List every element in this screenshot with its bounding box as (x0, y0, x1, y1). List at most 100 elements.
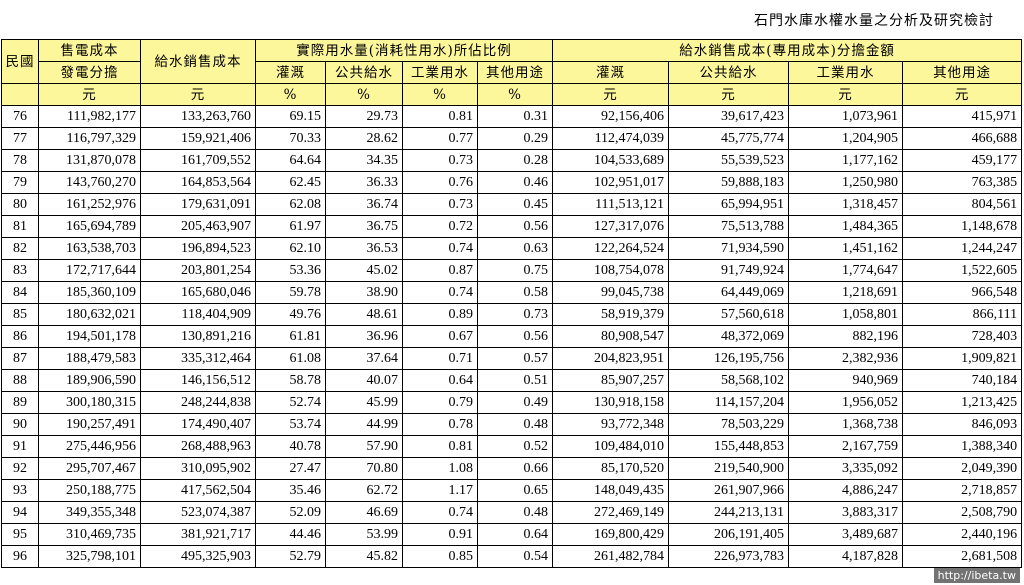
cell-ratio-public: 53.99 (325, 523, 403, 546)
cell-ratio-industrial: 1.17 (402, 479, 478, 502)
cell-water-cost: 130,891,216 (140, 325, 256, 348)
cell-ratio-other: 0.51 (476, 369, 554, 392)
cell-ratio-industrial: 0.81 (402, 105, 478, 128)
table-row: 95 310,469,735 381,921,717 44.46 53.99 0.91 0.… (1, 523, 1023, 546)
unit-alloc-public: 元 (668, 83, 790, 106)
unit-alloc-industrial: 元 (788, 83, 904, 106)
cell-ratio-irrigation: 69.15 (255, 105, 326, 128)
cell-ratio-public: 44.99 (325, 413, 403, 436)
cell-ratio-irrigation: 58.78 (255, 369, 326, 392)
cell-power-cost: 111,982,177 (38, 105, 141, 128)
table-row: 76 111,982,177 133,263,760 69.15 29.73 0.81 0.… (1, 105, 1023, 128)
cell-ratio-public: 29.73 (325, 105, 403, 128)
cell-alloc-other: 866,111 (902, 303, 1023, 326)
table-row: 90 190,257,491 174,490,407 53.74 44.99 0.78 0.… (1, 413, 1023, 436)
cell-ratio-industrial: 0.87 (402, 259, 478, 282)
cell-year: 79 (1, 171, 39, 194)
cell-ratio-other: 0.56 (476, 215, 554, 238)
cell-ratio-public: 36.96 (325, 325, 403, 348)
cell-water-cost: 179,631,091 (140, 193, 256, 216)
cell-water-cost: 523,074,387 (140, 501, 256, 524)
cell-ratio-other: 0.66 (476, 457, 554, 480)
cell-ratio-other: 0.49 (476, 391, 554, 414)
cell-alloc-public: 261,907,966 (668, 479, 790, 502)
cell-water-cost: 164,853,564 (140, 171, 256, 194)
water-cost-table: 民國 售電成本 給水銷售成本 實際用水量(消耗性用水)所佔比例 給水銷售成本(專… (1, 39, 1023, 568)
cell-alloc-public: 57,560,618 (668, 303, 790, 326)
cell-alloc-other: 966,548 (902, 281, 1023, 304)
unit-year-blank (1, 83, 39, 106)
cell-alloc-other: 2,681,508 (902, 545, 1023, 568)
cell-alloc-public: 244,213,131 (668, 501, 790, 524)
cell-power-cost: 185,360,109 (38, 281, 141, 304)
cell-water-cost: 165,680,046 (140, 281, 256, 304)
table-row: 79 143,760,270 164,853,564 62.45 36.33 0.76 0.… (1, 171, 1023, 194)
cell-power-cost: 172,717,644 (38, 259, 141, 282)
cell-alloc-public: 91,749,924 (668, 259, 790, 282)
table-row: 87 188,479,583 335,312,464 61.08 37.64 0.71 0.… (1, 347, 1023, 370)
cell-water-cost: 133,263,760 (140, 105, 256, 128)
cell-power-cost: 310,469,735 (38, 523, 141, 546)
table-row: 83 172,717,644 203,801,254 53.36 45.02 0.87 0.… (1, 259, 1023, 282)
cell-year: 91 (1, 435, 39, 458)
header-alloc-irrigation: 灌溉 (552, 61, 670, 84)
cell-ratio-irrigation: 62.10 (255, 237, 326, 260)
cell-alloc-other: 1,244,247 (902, 237, 1023, 260)
cell-ratio-irrigation: 40.78 (255, 435, 326, 458)
cell-ratio-public: 28.62 (325, 127, 403, 150)
cell-ratio-public: 40.07 (325, 369, 403, 392)
cell-power-cost: 250,188,775 (38, 479, 141, 502)
cell-alloc-irrigation: 261,482,784 (552, 545, 670, 568)
unit-alloc-other: 元 (902, 83, 1023, 106)
cell-alloc-public: 219,540,900 (668, 457, 790, 480)
cell-ratio-industrial: 0.89 (402, 303, 478, 326)
cell-ratio-industrial: 0.72 (402, 215, 478, 238)
cell-alloc-public: 48,372,069 (668, 325, 790, 348)
header-alloc-industrial: 工業用水 (788, 61, 904, 84)
table-row: 78 131,870,078 161,709,552 64.64 34.35 0.73 0.… (1, 149, 1023, 172)
cell-alloc-public: 65,994,951 (668, 193, 790, 216)
cell-power-cost: 190,257,491 (38, 413, 141, 436)
cell-alloc-irrigation: 122,264,524 (552, 237, 670, 260)
table-row: 86 194,501,178 130,891,216 61.81 36.96 0.67 0.… (1, 325, 1023, 348)
cell-year: 76 (1, 105, 39, 128)
cell-water-cost: 248,244,838 (140, 391, 256, 414)
cell-ratio-public: 38.90 (325, 281, 403, 304)
cell-ratio-industrial: 0.85 (402, 545, 478, 568)
cell-alloc-other: 728,403 (902, 325, 1023, 348)
cell-ratio-industrial: 0.74 (402, 281, 478, 304)
table-row: 94 349,355,348 523,074,387 52.09 46.69 0.74 0.… (1, 501, 1023, 524)
cell-water-cost: 118,404,909 (140, 303, 256, 326)
cell-alloc-irrigation: 80,908,547 (552, 325, 670, 348)
cell-alloc-other: 804,561 (902, 193, 1023, 216)
cell-water-cost: 205,463,907 (140, 215, 256, 238)
cell-alloc-public: 206,191,405 (668, 523, 790, 546)
cell-alloc-industrial: 4,886,247 (788, 479, 904, 502)
cell-year: 80 (1, 193, 39, 216)
header-power-cost: 售電成本 (38, 39, 141, 62)
cell-ratio-public: 36.74 (325, 193, 403, 216)
site-watermark[interactable]: http://ibeta.tw (933, 568, 1020, 583)
cell-alloc-industrial: 3,489,687 (788, 523, 904, 546)
table-row: 92 295,707,467 310,095,902 27.47 70.80 1.08 0.… (1, 457, 1023, 480)
cell-alloc-other: 2,508,790 (902, 501, 1023, 524)
cell-water-cost: 268,488,963 (140, 435, 256, 458)
cell-ratio-other: 0.75 (476, 259, 554, 282)
cell-ratio-industrial: 0.74 (402, 501, 478, 524)
cell-alloc-industrial: 2,382,936 (788, 347, 904, 370)
table-row: 81 165,694,789 205,463,907 61.97 36.75 0.72 0.… (1, 215, 1023, 238)
header-row-1: 民國 售電成本 給水銷售成本 實際用水量(消耗性用水)所佔比例 給水銷售成本(專… (1, 39, 1023, 84)
cell-ratio-industrial: 0.78 (402, 413, 478, 436)
cell-alloc-irrigation: 112,474,039 (552, 127, 670, 150)
cell-alloc-industrial: 882,196 (788, 325, 904, 348)
table-row: 77 116,797,329 159,921,406 70.33 28.62 0.77 0.… (1, 127, 1023, 150)
cell-ratio-industrial: 0.64 (402, 369, 478, 392)
cell-ratio-other: 0.57 (476, 347, 554, 370)
cell-alloc-public: 78,503,229 (668, 413, 790, 436)
cell-year: 81 (1, 215, 39, 238)
cell-water-cost: 203,801,254 (140, 259, 256, 282)
cell-ratio-public: 34.35 (325, 149, 403, 172)
cell-ratio-irrigation: 53.74 (255, 413, 326, 436)
cell-alloc-irrigation: 204,823,951 (552, 347, 670, 370)
cell-alloc-irrigation: 104,533,689 (552, 149, 670, 172)
